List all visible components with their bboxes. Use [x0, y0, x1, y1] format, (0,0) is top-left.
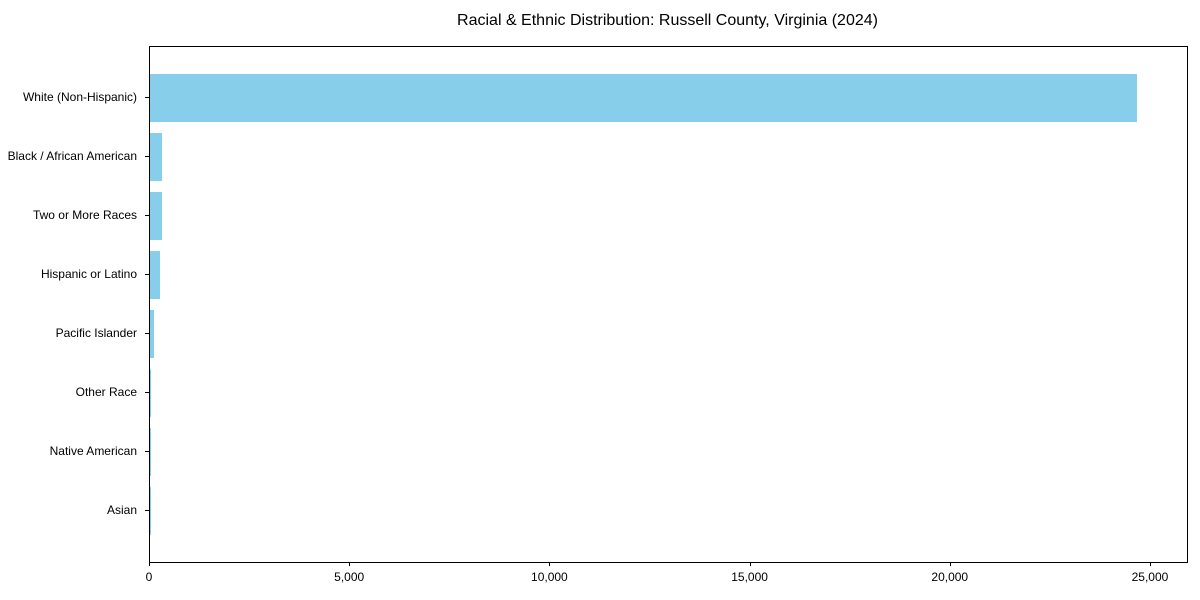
bar-two-or-more-races	[150, 192, 162, 240]
bar-white-non-hispanic	[150, 74, 1137, 122]
x-tick-mark	[549, 562, 551, 566]
y-tick-label: Asian	[106, 503, 137, 517]
y-tick-label: White (Non-Hispanic)	[22, 90, 137, 104]
y-tick-mark	[145, 156, 149, 157]
y-tick-label: Pacific Islander	[55, 326, 137, 340]
x-tick-label: 10,000	[531, 570, 568, 584]
x-tick-mark	[749, 562, 751, 566]
x-tick-label: 15,000	[731, 570, 768, 584]
plot-area	[149, 46, 1188, 563]
x-tick-label: 5,000	[334, 570, 365, 584]
y-tick-mark	[145, 510, 149, 511]
y-tick-label: Two or More Races	[32, 208, 137, 222]
bar-pacific-islander	[150, 310, 154, 358]
bar-black-african-american	[150, 133, 163, 181]
y-tick-mark	[145, 392, 149, 393]
y-tick-label: Other Race	[75, 385, 137, 399]
bar-native-american	[150, 428, 151, 476]
x-tick-mark	[149, 562, 150, 566]
bar-other-race	[150, 369, 152, 417]
chart-title: Racial & Ethnic Distribution: Russell Co…	[457, 12, 878, 29]
y-tick-mark	[145, 215, 149, 216]
y-tick-mark	[145, 333, 149, 334]
x-tick-mark	[949, 562, 951, 566]
y-tick-label: Native American	[49, 444, 137, 458]
y-tick-label: Black / African American	[7, 149, 137, 163]
x-tick-mark	[349, 562, 351, 566]
x-tick-label: 0	[145, 570, 153, 584]
y-tick-label: Hispanic or Latino	[40, 267, 137, 281]
x-tick-label: 20,000	[931, 570, 969, 584]
bar-hispanic-or-latino	[150, 251, 160, 299]
x-tick-label: 25,000	[1131, 570, 1169, 584]
y-tick-mark	[145, 274, 149, 275]
y-tick-mark	[145, 451, 149, 452]
y-tick-mark	[145, 97, 149, 98]
x-tick-mark	[1149, 562, 1151, 566]
